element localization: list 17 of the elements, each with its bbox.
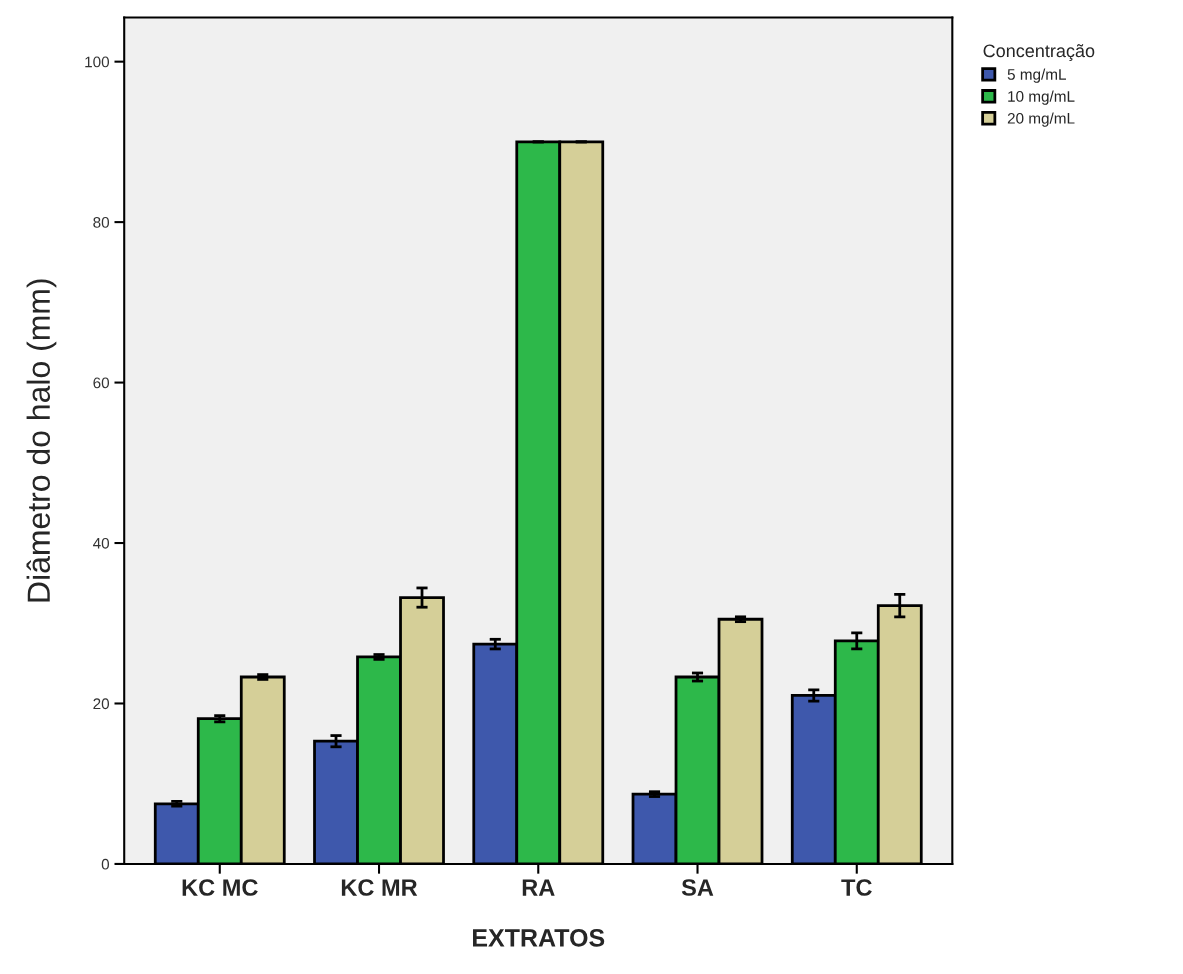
x-tick-label: RA [522,879,555,896]
legend-label: 20 mg/mL [1007,112,1075,127]
x-tick-label: SA [681,879,714,896]
legend-label: 10 mg/mL [1008,90,1075,105]
y-tick-label: 60 [93,377,110,389]
legend-title: Concentração [983,44,1095,61]
y-tick-label: 40 [92,537,110,549]
y-tick-label: 80 [93,216,110,228]
y-tick-label: 100 [85,56,110,68]
x-tick-label: KC MR [341,879,418,896]
legend-label: 5 mg/mL [1007,68,1066,83]
y-tick-label: 20 [93,698,110,710]
x-tick-label: KC MC [182,879,258,896]
y-axis-title: Diâmetro do halo (mm) [26,279,57,602]
y-tick-label: 0 [101,858,110,870]
x-tick-label: TC [841,879,872,896]
x-axis-title: EXTRATOS [473,928,605,947]
